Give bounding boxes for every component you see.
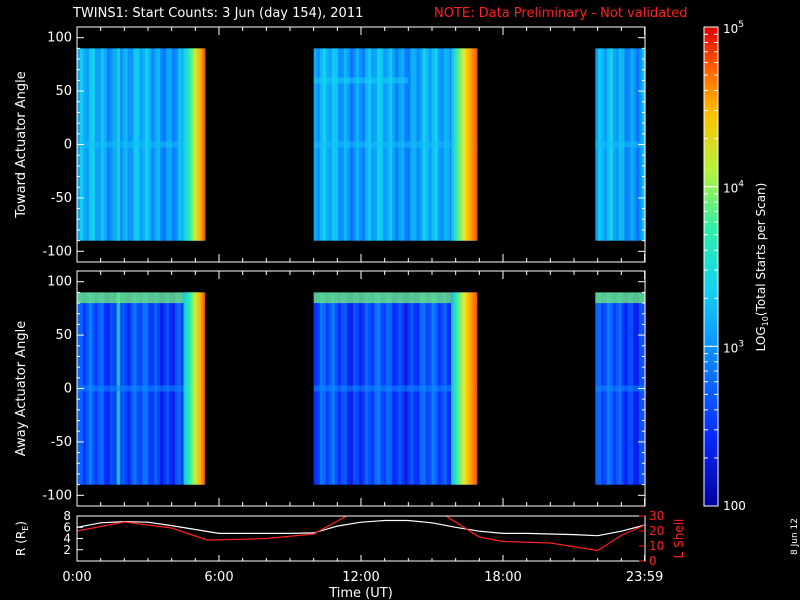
ytick-label: 4 [63,532,71,546]
colorbar-tick-label: 104 [723,180,744,196]
colorbar-tick-base: 10 [723,22,738,36]
colorbar-label-post: (Total Starts per Scan) [754,183,768,317]
ylabel-left-part: ) [14,521,28,526]
colorbar-tick-label: 100 [723,499,746,513]
ytick-label: 6 [63,520,71,534]
colorbar-tick-base: 100 [723,499,746,513]
heatmap-band [595,141,645,148]
toward-angle-panel: 100 50 0 -50 -100 Toward Actuator Angle [14,26,646,263]
heatmap-band [77,385,205,392]
ytick-label: 50 [55,84,72,99]
colorbar-tick-label: 103 [723,339,744,355]
r-earth-line [77,519,645,537]
heatmap-band [77,141,205,148]
heatmap-band [595,385,645,392]
heatmap-band [77,292,205,304]
xtick-label: 0:00 [62,570,91,585]
xtick-label: 12:00 [342,570,379,585]
ytick-label: -50 [51,191,72,206]
ytick-label: 100 [47,31,72,46]
colorbar-tick-exponent: 4 [738,180,744,190]
heatmap-band [313,141,477,148]
ytick-label-right: 0 [649,554,657,568]
colorbar-tick-base: 10 [723,341,738,355]
ytick-label: 100 [47,275,72,290]
xtick-label: 23:59 [626,570,663,585]
colorbar-tick-exponent: 5 [738,20,744,30]
ytick-label: 2 [63,543,71,557]
ytick-label: 0 [64,382,72,397]
colorbar-tick-base: 10 [723,182,738,196]
ytick-label-right: 10 [649,539,664,553]
ylabel-left-part: R (R [14,531,28,556]
ylabel-right: L Shell [672,519,686,559]
ytick-label-right: 30 [649,509,664,523]
xlabel: Time (UT) [328,586,393,600]
ylabel: Toward Actuator Angle [14,71,29,218]
xtick-label: 18:00 [484,570,521,585]
ytick-label: -100 [42,244,72,259]
ylabel-left-part: E [21,526,30,531]
date-stamp: 8 Jun 12 [790,518,800,555]
figure-title: TWINS1: Start Counts: 3 Jun (day 154), 2… [73,6,364,21]
colorbar-tick-exponent: 3 [738,339,744,349]
heatmap-band [313,385,477,392]
colorbar-label-sub: 10 [761,316,770,326]
ytick-label: 0 [64,138,72,153]
ylabel: Away Actuator Angle [14,321,29,456]
xtick-label: 6:00 [204,570,233,585]
ytick-label: -50 [51,435,72,450]
ytick-label: -100 [42,488,72,503]
heatmap-band [313,77,409,84]
heatmap-band [595,292,645,304]
ylabel-left: R (RE) [14,521,30,556]
ytick-label: 8 [63,509,71,523]
colorbar-label: LOG10(Total Starts per Scan) [754,183,770,352]
heatmap-band [313,292,477,304]
colorbar-label-pre: LOG [754,326,768,351]
l-shell-line [77,516,645,552]
away-angle-panel: 100 50 0 -50 -100 Away Actuator Angle [14,270,646,507]
ytick-label: 50 [55,328,72,343]
heatmap-ramp [183,292,205,485]
preliminary-note: NOTE: Data Preliminary - Not validated [434,6,688,21]
heatmap-ramp [450,292,477,485]
heatmap-ramp [183,48,205,241]
ytick-label-right: 20 [649,524,664,538]
heatmap-ramp [450,48,477,241]
colorbar-tick-label: 105 [723,20,744,36]
colorbar-gradient [704,27,718,506]
